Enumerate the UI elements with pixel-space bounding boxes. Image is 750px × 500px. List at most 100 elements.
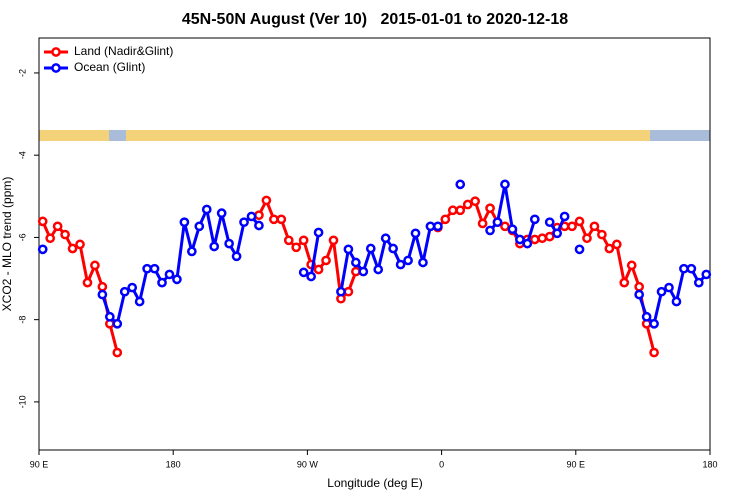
data-point bbox=[97, 281, 108, 292]
data-point bbox=[477, 218, 488, 229]
data-point bbox=[82, 277, 93, 288]
data-point bbox=[112, 347, 123, 358]
data-point bbox=[380, 233, 391, 244]
data-point bbox=[418, 257, 428, 268]
data-point bbox=[321, 255, 331, 266]
data-point bbox=[589, 221, 600, 232]
data-point bbox=[127, 282, 138, 293]
data-point bbox=[254, 220, 264, 231]
legend-label: Ocean (Glint) bbox=[74, 60, 145, 74]
data-point bbox=[246, 211, 257, 222]
map-land bbox=[39, 130, 109, 141]
data-point bbox=[544, 217, 555, 228]
data-point bbox=[231, 251, 242, 262]
data-point bbox=[410, 228, 421, 239]
data-point bbox=[500, 179, 510, 190]
data-point bbox=[343, 244, 354, 255]
data-point bbox=[425, 221, 436, 232]
data-point bbox=[358, 266, 369, 277]
data-point bbox=[485, 225, 495, 236]
data-point bbox=[373, 264, 384, 275]
x-axis-label: Longitude (deg E) bbox=[327, 476, 422, 490]
data-point bbox=[529, 234, 540, 245]
x-tick-label: 90 E bbox=[30, 459, 49, 469]
data-point bbox=[462, 199, 473, 210]
data-point bbox=[693, 277, 704, 288]
data-point bbox=[37, 216, 48, 227]
data-point bbox=[455, 179, 466, 190]
data-point bbox=[149, 263, 160, 274]
data-point bbox=[313, 264, 324, 275]
data-point bbox=[671, 296, 682, 307]
data-point bbox=[507, 224, 518, 235]
data-point bbox=[537, 233, 548, 244]
data-point bbox=[522, 238, 533, 249]
x-tick-label: 180 bbox=[166, 459, 181, 469]
data-point bbox=[611, 239, 622, 250]
data-point bbox=[641, 311, 652, 322]
data-point bbox=[291, 242, 302, 253]
data-point bbox=[336, 286, 346, 297]
data-point bbox=[164, 269, 175, 280]
data-point bbox=[306, 271, 316, 282]
data-point bbox=[582, 233, 592, 244]
y-tick-label: -4 bbox=[17, 151, 27, 159]
data-point bbox=[67, 243, 78, 254]
data-point bbox=[343, 286, 354, 297]
data-point bbox=[37, 244, 48, 255]
data-point bbox=[567, 221, 577, 232]
data-point bbox=[186, 246, 197, 257]
data-point bbox=[626, 260, 637, 271]
data-point bbox=[276, 214, 287, 225]
data-point bbox=[172, 274, 182, 285]
map-strip bbox=[39, 130, 710, 141]
data-point bbox=[328, 235, 339, 246]
data-point bbox=[395, 259, 406, 270]
data-point bbox=[656, 286, 667, 297]
data-point bbox=[664, 282, 674, 293]
data-point bbox=[75, 239, 85, 250]
chart-title: 45N-50N August (Ver 10) 2015-01-01 to 20… bbox=[182, 11, 568, 28]
data-point bbox=[134, 296, 145, 307]
data-point bbox=[104, 311, 115, 322]
data-point bbox=[634, 281, 645, 292]
data-point bbox=[492, 217, 503, 228]
legend-label: Land (Nadir&Glint) bbox=[74, 44, 173, 58]
data-point bbox=[544, 231, 555, 242]
y-tick-label: -10 bbox=[17, 395, 27, 408]
x-tick-label: 90 W bbox=[297, 459, 319, 469]
data-point bbox=[157, 277, 167, 288]
data-point bbox=[351, 266, 361, 277]
data-point bbox=[515, 234, 525, 245]
data-point bbox=[500, 221, 510, 232]
data-point bbox=[254, 210, 264, 221]
data-point bbox=[194, 221, 205, 232]
data-point bbox=[313, 227, 324, 238]
data-point bbox=[239, 217, 249, 228]
y-tick-label: -6 bbox=[17, 233, 27, 241]
legend-marker bbox=[51, 63, 61, 73]
data-point bbox=[179, 217, 190, 228]
data-point bbox=[90, 260, 100, 271]
data-point bbox=[97, 289, 108, 300]
data-point bbox=[283, 235, 294, 246]
data-point bbox=[388, 243, 398, 254]
data-point bbox=[649, 318, 659, 329]
y-tick-label: -8 bbox=[17, 316, 27, 324]
data-point bbox=[365, 243, 376, 254]
data-point bbox=[447, 205, 458, 216]
data-point bbox=[224, 238, 234, 249]
data-point bbox=[634, 289, 645, 300]
data-point bbox=[261, 195, 272, 206]
data-point bbox=[60, 229, 70, 240]
data-point bbox=[597, 229, 607, 240]
data-point bbox=[52, 221, 63, 232]
data-point bbox=[455, 205, 466, 216]
data-point bbox=[216, 208, 227, 219]
x-tick-label: 90 E bbox=[567, 459, 586, 469]
map-land bbox=[126, 130, 650, 141]
y-tick-label: -2 bbox=[17, 69, 27, 77]
data-point bbox=[209, 241, 220, 252]
data-point bbox=[201, 204, 212, 215]
